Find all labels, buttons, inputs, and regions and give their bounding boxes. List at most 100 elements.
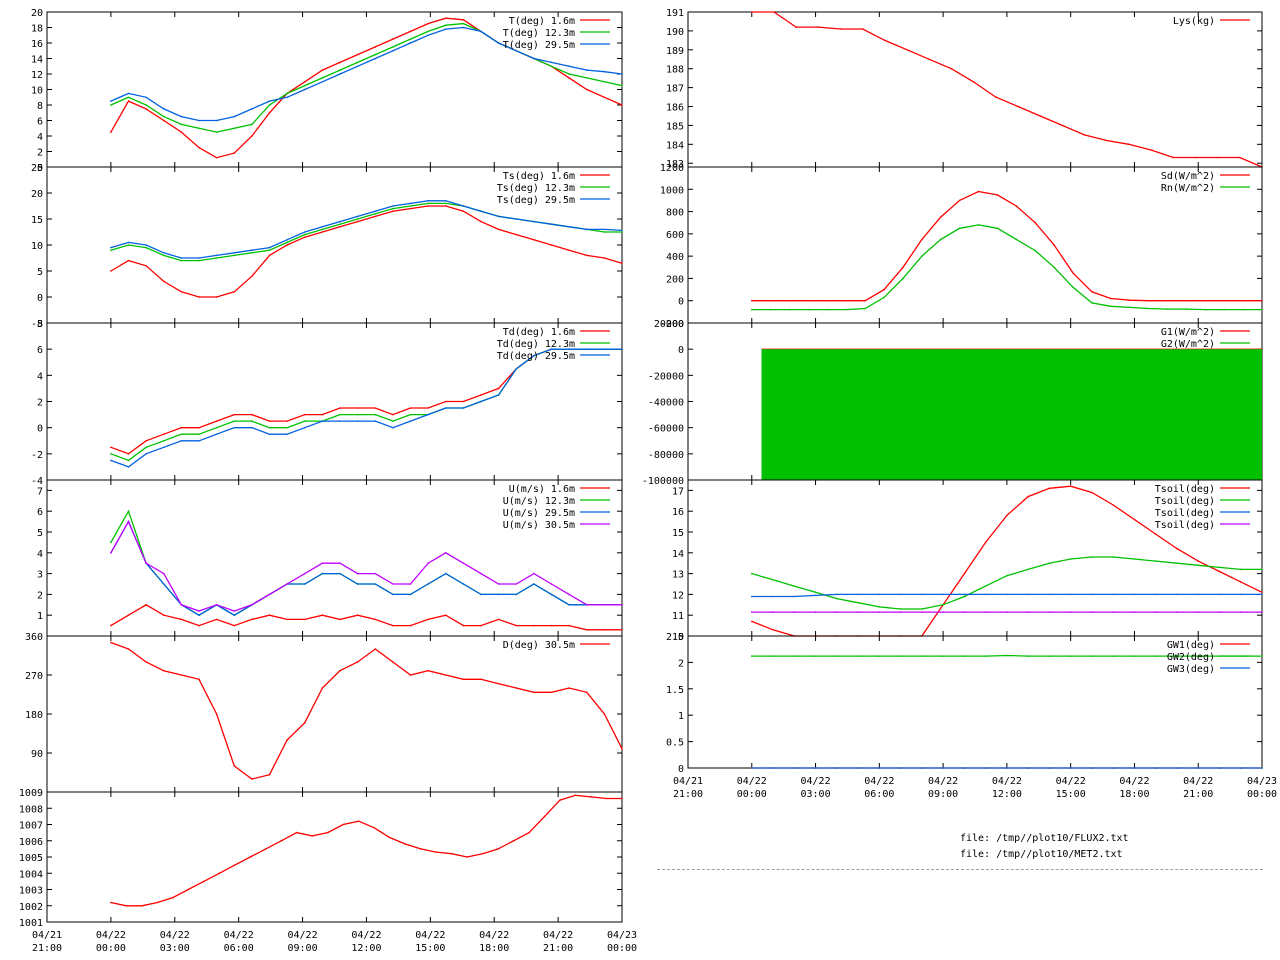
data-point xyxy=(996,194,999,196)
data-point xyxy=(1218,655,1221,657)
data-point xyxy=(550,348,553,351)
legend-label: U(m/s) 29.5m xyxy=(503,508,575,519)
data-point xyxy=(304,88,306,91)
data-point xyxy=(995,96,997,98)
data-point xyxy=(180,291,183,293)
data-point xyxy=(1239,581,1242,583)
data-point xyxy=(878,611,881,613)
data-point xyxy=(899,655,902,657)
y-tick-label: 20 xyxy=(31,189,43,200)
series-line-1 xyxy=(110,641,623,780)
legend-label: G2(W/m^2) xyxy=(1161,339,1215,350)
data-point xyxy=(445,552,447,554)
data-point xyxy=(180,131,183,133)
data-point xyxy=(392,413,394,416)
legend-label: T(deg) 12.3m xyxy=(503,28,575,39)
data-point xyxy=(836,597,838,600)
data-point xyxy=(1027,611,1029,613)
data-point xyxy=(321,81,324,83)
data-point xyxy=(304,236,306,238)
data-point xyxy=(963,595,966,598)
data-point xyxy=(304,572,306,575)
data-point xyxy=(906,49,908,51)
data-point xyxy=(374,420,377,422)
data-point xyxy=(110,104,112,106)
x-tick-label-time: 00:00 xyxy=(607,943,637,954)
data-point xyxy=(392,50,394,52)
data-point xyxy=(984,611,987,613)
data-point xyxy=(180,604,183,606)
data-point xyxy=(1006,593,1008,596)
data-point xyxy=(427,562,429,564)
data-point xyxy=(1261,308,1263,311)
series-line-3 xyxy=(110,200,623,259)
data-point xyxy=(233,624,236,627)
data-point xyxy=(533,572,535,575)
data-point xyxy=(356,661,359,663)
data-point xyxy=(145,244,147,246)
data-point xyxy=(445,400,447,403)
x-tick-label-date: 04/22 xyxy=(992,776,1022,787)
data-point xyxy=(163,119,165,122)
data-point xyxy=(751,572,753,575)
x-tick-label-time: 09:00 xyxy=(288,943,318,954)
data-point xyxy=(1197,564,1199,567)
data-point xyxy=(268,254,271,257)
data-point xyxy=(321,562,324,564)
data-point xyxy=(568,593,570,596)
data-point xyxy=(1197,767,1199,769)
data-point xyxy=(1176,767,1178,769)
data-point xyxy=(1105,139,1108,142)
series-line-3 xyxy=(110,26,623,122)
y-tick-label: -2 xyxy=(31,450,43,461)
data-point xyxy=(163,583,165,585)
data-point xyxy=(963,611,966,613)
data-point xyxy=(1048,562,1051,564)
data-point xyxy=(1110,297,1112,300)
y-tick-label: 1.5 xyxy=(666,685,684,696)
y-tick-label: 0 xyxy=(678,297,684,308)
x-tick-label-date: 04/22 xyxy=(864,776,894,787)
data-point xyxy=(1069,558,1072,560)
data-point xyxy=(304,420,306,422)
chart-panel-6: 1001 1002 1003 1004 1005 1006 1007 1008 1009 xyxy=(19,788,623,929)
file-label-met: file: /tmp//plot10/MET2.txt xyxy=(960,849,1123,860)
series-line-2 xyxy=(751,556,1262,610)
data-point xyxy=(984,767,987,769)
data-point xyxy=(180,440,183,442)
data-point xyxy=(751,595,753,598)
data-point xyxy=(1053,266,1055,269)
data-point xyxy=(550,65,553,68)
y-tick-label: 0 xyxy=(37,424,43,435)
data-point xyxy=(533,691,535,694)
data-point xyxy=(304,413,306,416)
data-point xyxy=(110,541,112,544)
data-point xyxy=(942,611,944,613)
data-point xyxy=(373,827,376,829)
data-point xyxy=(963,655,966,657)
series-line-3 xyxy=(110,520,622,616)
data-point xyxy=(1154,655,1157,657)
data-point xyxy=(480,572,482,575)
data-point xyxy=(374,57,377,60)
data-point xyxy=(462,22,465,25)
separator-line xyxy=(657,869,1263,870)
y-tick-label: 15 xyxy=(672,528,684,539)
data-point xyxy=(392,624,394,627)
data-point xyxy=(864,299,866,302)
data-point xyxy=(215,618,218,621)
y-tick-label: 360 xyxy=(25,632,43,643)
data-point xyxy=(621,229,623,232)
data-point xyxy=(963,767,966,769)
data-point xyxy=(356,583,359,585)
data-point xyxy=(586,604,588,606)
data-point xyxy=(215,433,218,436)
data-point xyxy=(218,872,221,875)
x-tick-label-date: 04/21 xyxy=(32,930,62,941)
data-point xyxy=(845,308,848,311)
y-tick-label: 1007 xyxy=(19,821,43,832)
data-point xyxy=(251,108,253,110)
data-point xyxy=(1091,291,1093,293)
data-point xyxy=(1172,156,1175,159)
data-point xyxy=(215,131,218,133)
